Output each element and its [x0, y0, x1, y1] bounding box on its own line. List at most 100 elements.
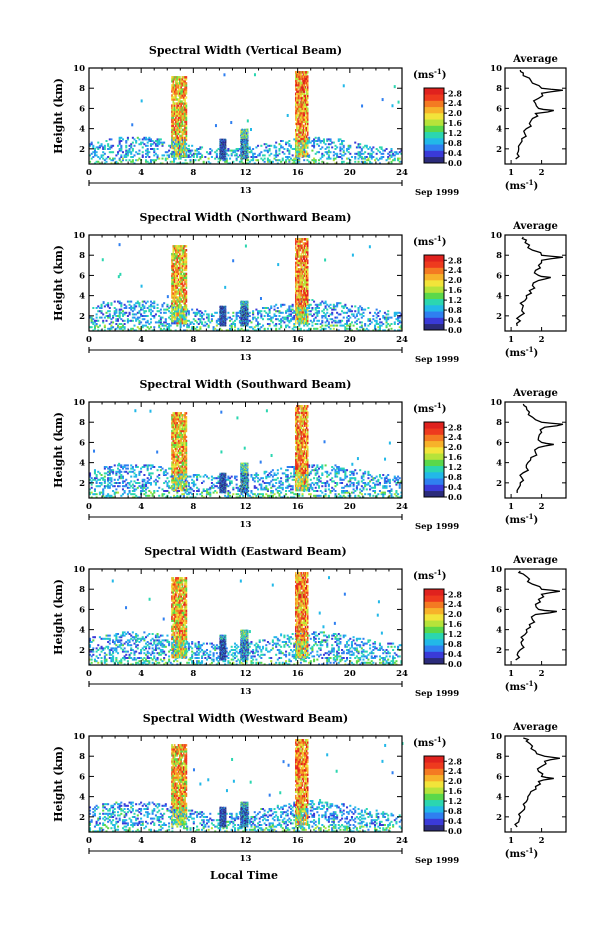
- data-cell: [362, 311, 365, 314]
- data-cell: [311, 324, 314, 327]
- data-cell: [153, 300, 156, 303]
- data-cell: [158, 140, 161, 142]
- data-cell: [243, 313, 245, 315]
- data-cell: [221, 152, 222, 154]
- data-cell: [241, 322, 243, 324]
- data-cell: [302, 135, 305, 138]
- data-cell: [398, 151, 401, 154]
- data-cell: [342, 84, 345, 88]
- data-cell: [176, 122, 179, 125]
- data-cell: [121, 159, 124, 162]
- data-cell: [169, 160, 172, 163]
- data-cell: [304, 263, 307, 267]
- data-cell: [247, 324, 249, 326]
- data-cell: [184, 304, 186, 307]
- data-cell: [301, 259, 304, 263]
- data-cell: [242, 148, 244, 150]
- data-cell: [102, 151, 105, 154]
- data-cell: [299, 90, 301, 93]
- data-cell: [182, 302, 185, 305]
- data-cell: [349, 324, 352, 327]
- data-cell: [240, 320, 242, 322]
- data-cell: [181, 268, 184, 272]
- data-cell: [120, 326, 123, 329]
- data-cell: [286, 141, 289, 144]
- data-cell: [181, 100, 184, 103]
- data-cell: [242, 316, 244, 318]
- data-cell: [313, 318, 316, 321]
- data-cell: [176, 120, 179, 123]
- data-cell: [178, 122, 181, 125]
- data-cell: [303, 135, 306, 138]
- data-cell: [362, 162, 365, 165]
- data-cell: [141, 151, 144, 154]
- data-cell: [242, 315, 244, 317]
- data-cell: [184, 88, 186, 91]
- data-cell: [286, 310, 289, 313]
- data-cell: [311, 315, 314, 317]
- data-cell: [151, 305, 154, 308]
- data-cell: [307, 291, 309, 295]
- data-cell: [367, 324, 370, 327]
- data-cell: [276, 310, 279, 313]
- data-cell: [294, 326, 297, 329]
- data-cell: [224, 155, 226, 157]
- data-cell: [227, 329, 230, 332]
- data-cell: [291, 154, 294, 157]
- data-cell: [182, 124, 185, 128]
- data-cell: [182, 252, 185, 256]
- data-cell: [241, 316, 243, 318]
- data-cell: [222, 143, 224, 145]
- data-cell: [223, 155, 225, 157]
- data-cell: [297, 81, 299, 85]
- data-cell: [244, 303, 246, 305]
- data-cell: [184, 292, 186, 295]
- data-cell: [184, 118, 186, 121]
- data-cell: [180, 245, 182, 248]
- data-cell: [302, 77, 305, 81]
- data-cell: [304, 139, 307, 143]
- data-cell: [296, 88, 298, 91]
- data-cell: [362, 152, 365, 155]
- data-cell: [242, 143, 244, 145]
- data-cell: [181, 266, 184, 270]
- data-cell: [246, 317, 248, 319]
- data-cell: [242, 154, 244, 156]
- data-cell: [98, 316, 101, 319]
- data-cell: [281, 159, 284, 162]
- data-cell: [359, 143, 362, 146]
- data-cell: [243, 319, 245, 321]
- data-cell: [224, 139, 226, 141]
- data-cell: [196, 148, 199, 150]
- data-cell: [305, 289, 308, 293]
- data-cell: [246, 306, 248, 308]
- data-cell: [103, 146, 106, 149]
- data-cell: [246, 143, 248, 145]
- data-cell: [159, 311, 162, 314]
- data-cell: [337, 313, 340, 316]
- data-cell: [130, 300, 133, 303]
- data-cell: [221, 151, 222, 153]
- data-cell: [112, 316, 115, 319]
- data-cell: [176, 310, 179, 313]
- data-cell: [307, 315, 309, 318]
- data-cell: [244, 139, 246, 141]
- data-cell: [295, 240, 297, 243]
- data-cell: [180, 116, 182, 119]
- data-cell: [303, 109, 306, 113]
- data-cell: [149, 160, 152, 163]
- data-cell: [221, 146, 223, 148]
- data-cell: [219, 147, 221, 149]
- data-cell: [221, 147, 223, 149]
- data-cell: [186, 310, 189, 313]
- data-cell: [332, 151, 335, 154]
- data-cell: [303, 159, 306, 162]
- data-cell: [302, 250, 305, 254]
- data-cell: [224, 145, 226, 147]
- data-cell: [397, 100, 400, 104]
- data-cell: [304, 313, 307, 316]
- data-cell: [241, 146, 243, 148]
- data-cell: [223, 145, 225, 147]
- data-cell: [221, 138, 222, 140]
- data-cell: [130, 156, 133, 158]
